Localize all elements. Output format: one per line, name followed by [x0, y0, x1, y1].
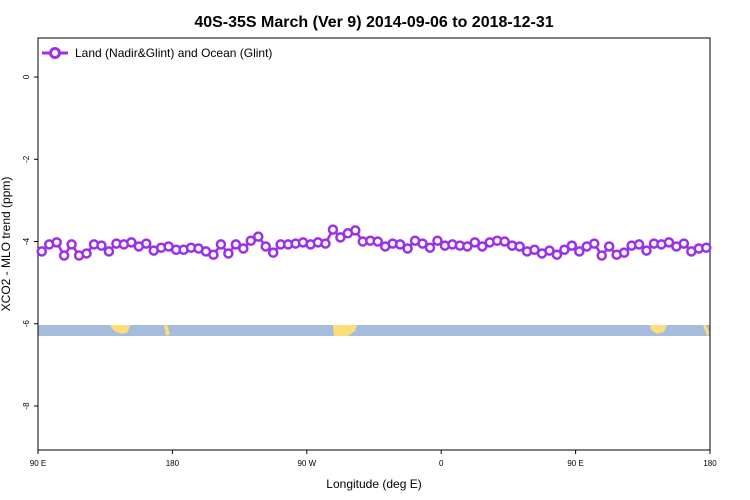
x-axis-label: Longitude (deg E) [326, 477, 421, 491]
data-point [66, 239, 77, 250]
data-point [469, 237, 481, 248]
data-point [499, 236, 510, 247]
x-tick-label: 180 [703, 459, 717, 468]
land [333, 325, 357, 336]
y-tick-label: -2 [22, 155, 31, 163]
data-point [574, 246, 585, 257]
data-point [596, 250, 607, 261]
data-point [267, 247, 279, 258]
data-point [245, 235, 257, 246]
data-point [260, 241, 271, 252]
x-tick-label: 0 [439, 459, 444, 468]
y-axis-label: XCO2 - MLO trend (ppm) [0, 177, 13, 312]
data-point [462, 241, 473, 252]
x-tick-label: 180 [166, 459, 180, 468]
data-point [58, 250, 70, 261]
data-point [36, 246, 47, 257]
data-point [223, 248, 234, 259]
data-point [678, 238, 690, 249]
y-tick-label: -8 [22, 402, 31, 410]
y-tick-label: 0 [22, 74, 31, 79]
chart-title: 40S-35S March (Ver 9) 2014-09-06 to 2018… [194, 14, 553, 31]
land [164, 325, 170, 336]
data-point [618, 247, 630, 258]
data-point [544, 245, 555, 256]
data-point [477, 241, 488, 252]
land [650, 325, 667, 334]
data-point [215, 239, 227, 250]
data-point [633, 239, 645, 250]
ocean-strip [38, 325, 710, 336]
map-strip [38, 325, 710, 336]
data-point [641, 245, 652, 256]
data-point [424, 242, 436, 253]
data-point [320, 238, 331, 249]
plot-frame [37, 37, 711, 451]
data-point [103, 246, 115, 257]
data-point [253, 231, 264, 242]
data-point [350, 225, 361, 236]
data-point [327, 224, 339, 235]
y-tick-label: -6 [22, 320, 31, 328]
data-point [402, 243, 413, 254]
data-point [238, 243, 249, 254]
data-point [603, 241, 615, 252]
data-point [81, 248, 92, 259]
data-point [514, 241, 525, 252]
data-point [394, 239, 406, 250]
data-point [551, 249, 563, 260]
data-point [126, 237, 137, 248]
x-tick-label: 90 E [567, 459, 583, 468]
land [703, 325, 710, 336]
x-tick-label: 90 E [30, 459, 46, 468]
data-point [372, 236, 383, 247]
data-point [417, 238, 428, 249]
data-point [566, 240, 578, 251]
legend-label: Land (Nadir&Glint) and Ocean (Glint) [75, 46, 272, 60]
data-point [51, 237, 62, 248]
data-point [559, 244, 570, 256]
legend: Land (Nadir&Glint) and Ocean (Glint) [42, 46, 272, 60]
data-point [589, 238, 600, 249]
y-tick-label: -4 [22, 237, 31, 245]
data-point [230, 239, 242, 250]
legend-marker [49, 47, 61, 59]
data-point [96, 240, 107, 251]
land [110, 325, 130, 334]
data-point [141, 238, 152, 249]
data-point [208, 249, 219, 260]
data-point [432, 235, 443, 246]
data-point [701, 242, 712, 253]
data-point [663, 237, 675, 248]
data-point [335, 232, 346, 243]
x-tick-label: 90 W [297, 459, 316, 468]
